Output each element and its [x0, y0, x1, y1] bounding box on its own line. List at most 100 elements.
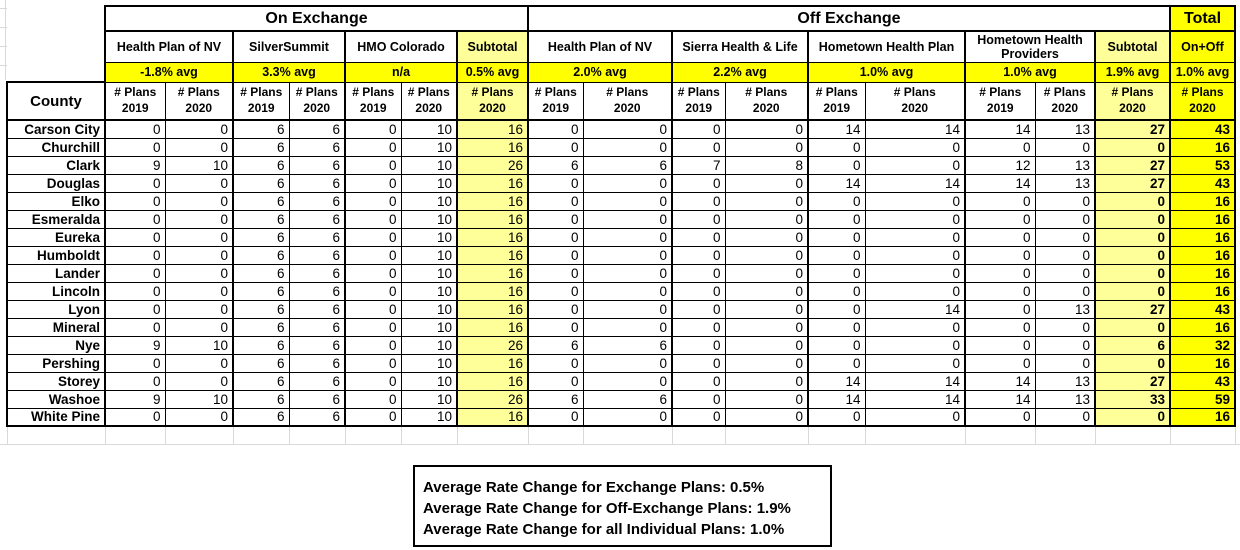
plan-count-cell[interactable]: 0 — [164, 317, 234, 337]
plan-count-cell[interactable]: 14 — [807, 173, 866, 193]
plan-count-cell[interactable]: 0 — [582, 245, 673, 265]
plan-count-cell[interactable]: 14 — [864, 299, 966, 319]
plan-count-cell[interactable]: 0 — [964, 317, 1036, 337]
plan-count-cell[interactable]: 10 — [400, 191, 458, 211]
plan-count-cell[interactable]: 14 — [807, 389, 866, 409]
plan-count-cell[interactable]: 27 — [1094, 371, 1171, 391]
plan-count-cell[interactable]: 0 — [164, 371, 234, 391]
plan-count-cell[interactable]: 0 — [964, 191, 1036, 211]
plan-count-cell[interactable]: 0 — [964, 227, 1036, 247]
plan-count-cell[interactable]: 6 — [232, 173, 290, 193]
rate-change-summary-box[interactable]: Average Rate Change for Exchange Plans: … — [413, 465, 832, 547]
plans-header-cell[interactable]: # Plans 2020 — [724, 81, 809, 121]
plan-count-cell[interactable]: 0 — [164, 299, 234, 319]
plan-count-cell[interactable]: 0 — [1094, 407, 1171, 427]
plan-count-cell[interactable]: 6 — [232, 137, 290, 157]
plan-count-cell[interactable]: 43 — [1169, 371, 1236, 391]
avg-rate-cell[interactable]: 2.2% avg — [671, 61, 809, 83]
plan-count-cell[interactable]: 10 — [400, 119, 458, 139]
plan-count-cell[interactable]: 6 — [288, 155, 346, 175]
plan-count-cell[interactable]: 6 — [288, 281, 346, 301]
plans-header-cell[interactable]: # Plans 2020 — [1169, 81, 1236, 121]
plan-count-cell[interactable]: 0 — [807, 317, 866, 337]
plan-count-cell[interactable]: 10 — [400, 317, 458, 337]
plan-count-cell[interactable]: 0 — [724, 389, 809, 409]
plan-count-cell[interactable]: 0 — [1094, 353, 1171, 373]
plan-count-cell[interactable]: 14 — [964, 389, 1036, 409]
county-cell[interactable]: Humboldt — [6, 245, 106, 265]
plan-count-cell[interactable]: 0 — [671, 191, 726, 211]
plan-count-cell[interactable]: 0 — [807, 245, 866, 265]
plan-count-cell[interactable]: 0 — [104, 353, 166, 373]
carrier-header-cell[interactable]: Hometown Health Providers — [964, 30, 1096, 63]
plan-count-cell[interactable]: 6 — [232, 227, 290, 247]
avg-rate-cell[interactable]: 1.9% avg — [1094, 61, 1171, 83]
plan-count-cell[interactable]: 16 — [1169, 263, 1236, 283]
plan-count-cell[interactable]: 10 — [164, 389, 234, 409]
plan-count-cell[interactable]: 6 — [288, 335, 346, 355]
plan-count-cell[interactable]: 0 — [104, 245, 166, 265]
plan-count-cell[interactable]: 0 — [164, 407, 234, 427]
plan-count-cell[interactable]: 0 — [724, 137, 809, 157]
plan-count-cell[interactable]: 0 — [527, 227, 584, 247]
plan-count-cell[interactable]: 43 — [1169, 299, 1236, 319]
plan-count-cell[interactable]: 6 — [288, 191, 346, 211]
plan-count-cell[interactable]: 16 — [456, 245, 529, 265]
plan-count-cell[interactable]: 0 — [1034, 137, 1096, 157]
plan-count-cell[interactable]: 10 — [164, 155, 234, 175]
plan-count-cell[interactable]: 0 — [807, 335, 866, 355]
plans-header-cell[interactable]: # Plans 2019 — [964, 81, 1036, 121]
plan-count-cell[interactable]: 14 — [964, 371, 1036, 391]
plan-count-cell[interactable]: 0 — [582, 317, 673, 337]
county-header[interactable]: County — [6, 81, 106, 121]
plan-count-cell[interactable]: 26 — [456, 335, 529, 355]
plan-count-cell[interactable]: 0 — [527, 407, 584, 427]
plan-count-cell[interactable]: 6 — [288, 353, 346, 373]
plan-count-cell[interactable]: 0 — [582, 281, 673, 301]
plan-count-cell[interactable]: 0 — [807, 263, 866, 283]
plan-count-cell[interactable]: 8 — [724, 155, 809, 175]
plan-count-cell[interactable]: 0 — [807, 191, 866, 211]
plan-count-cell[interactable]: 0 — [724, 191, 809, 211]
plan-count-cell[interactable]: 14 — [807, 371, 866, 391]
plan-count-cell[interactable]: 10 — [400, 407, 458, 427]
plan-count-cell[interactable]: 0 — [344, 155, 402, 175]
plan-count-cell[interactable]: 16 — [1169, 317, 1236, 337]
plan-count-cell[interactable]: 0 — [864, 281, 966, 301]
plan-count-cell[interactable]: 0 — [582, 191, 673, 211]
county-cell[interactable]: Clark — [6, 155, 106, 175]
plan-count-cell[interactable]: 0 — [1034, 317, 1096, 337]
plan-count-cell[interactable]: 0 — [671, 245, 726, 265]
plan-count-cell[interactable]: 16 — [456, 281, 529, 301]
plans-header-cell[interactable]: # Plans 2020 — [1034, 81, 1096, 121]
plan-count-cell[interactable]: 6 — [232, 281, 290, 301]
plan-count-cell[interactable]: 6 — [288, 317, 346, 337]
plan-count-cell[interactable]: 16 — [456, 317, 529, 337]
plan-count-cell[interactable]: 16 — [1169, 137, 1236, 157]
plan-count-cell[interactable]: 59 — [1169, 389, 1236, 409]
plans-header-cell[interactable]: # Plans 2019 — [671, 81, 726, 121]
plan-count-cell[interactable]: 0 — [582, 371, 673, 391]
plan-count-cell[interactable]: 0 — [1034, 407, 1096, 427]
plan-count-cell[interactable]: 0 — [1034, 335, 1096, 355]
carrier-header-cell[interactable]: Subtotal — [456, 30, 529, 63]
plan-count-cell[interactable]: 16 — [456, 173, 529, 193]
plan-count-cell[interactable]: 26 — [456, 389, 529, 409]
plan-count-cell[interactable]: 0 — [864, 407, 966, 427]
plan-count-cell[interactable]: 0 — [1094, 137, 1171, 157]
plan-count-cell[interactable]: 0 — [527, 371, 584, 391]
plan-count-cell[interactable]: 6 — [232, 389, 290, 409]
carrier-header-cell[interactable]: On+Off — [1169, 30, 1236, 63]
carrier-header-cell[interactable]: Health Plan of NV — [527, 30, 673, 63]
plan-count-cell[interactable]: 0 — [1034, 209, 1096, 229]
plan-count-cell[interactable]: 10 — [400, 299, 458, 319]
carrier-header-cell[interactable]: Hometown Health Plan — [807, 30, 966, 63]
plan-count-cell[interactable]: 0 — [344, 209, 402, 229]
plan-count-cell[interactable]: 0 — [527, 119, 584, 139]
plan-count-cell[interactable]: 0 — [344, 281, 402, 301]
plan-count-cell[interactable]: 10 — [400, 389, 458, 409]
plan-count-cell[interactable]: 6 — [232, 371, 290, 391]
plan-count-cell[interactable]: 0 — [344, 137, 402, 157]
plan-count-cell[interactable]: 0 — [864, 335, 966, 355]
plan-count-cell[interactable]: 0 — [864, 317, 966, 337]
